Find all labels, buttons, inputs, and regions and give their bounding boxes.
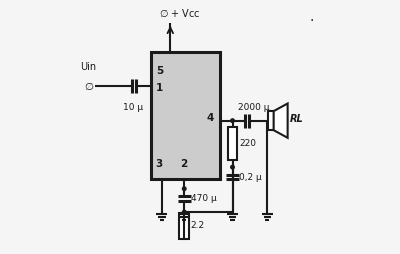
Text: 4: 4 bbox=[207, 113, 214, 123]
Bar bbox=[268, 111, 274, 130]
Text: RL: RL bbox=[290, 114, 303, 124]
Text: 220: 220 bbox=[239, 139, 256, 148]
Text: 1: 1 bbox=[156, 83, 163, 92]
Bar bbox=[228, 127, 237, 160]
Circle shape bbox=[182, 187, 186, 190]
Text: 470 μ: 470 μ bbox=[191, 194, 216, 203]
Circle shape bbox=[231, 165, 234, 169]
Text: 2: 2 bbox=[180, 159, 188, 169]
Text: Uin: Uin bbox=[81, 62, 97, 72]
Text: 10 μ: 10 μ bbox=[123, 103, 144, 112]
Text: $\emptyset$ + Vcc: $\emptyset$ + Vcc bbox=[159, 7, 200, 19]
Text: 0,2 μ: 0,2 μ bbox=[239, 173, 262, 182]
Text: 2.2: 2.2 bbox=[191, 221, 205, 230]
Circle shape bbox=[182, 210, 186, 214]
Text: 2000 μ: 2000 μ bbox=[238, 103, 269, 112]
Text: 3: 3 bbox=[156, 159, 163, 169]
Text: 5: 5 bbox=[156, 66, 163, 76]
Polygon shape bbox=[274, 104, 288, 138]
Bar bbox=[180, 213, 189, 239]
Text: .: . bbox=[310, 10, 314, 24]
Text: $\emptyset$: $\emptyset$ bbox=[84, 80, 94, 92]
Bar bbox=[151, 52, 220, 179]
Circle shape bbox=[231, 119, 234, 122]
